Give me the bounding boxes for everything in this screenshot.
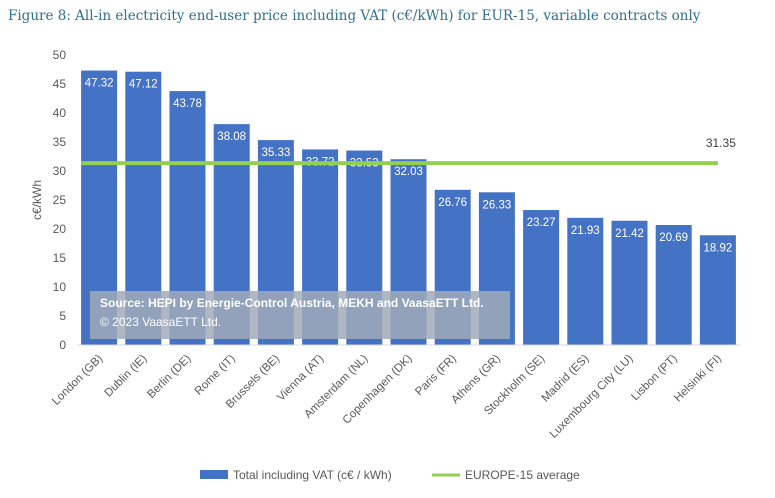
- y-tick-label: 20: [53, 222, 67, 236]
- x-tick-label: Dublin (IE): [103, 353, 150, 400]
- bar-value-label: 21.93: [571, 225, 600, 237]
- legend-line-label: EUROPE-15 average: [465, 468, 580, 482]
- y-tick-label: 5: [59, 309, 66, 323]
- y-axis-label: c€/kWh: [30, 180, 44, 220]
- bar-value-label: 21.42: [615, 228, 644, 240]
- bar: [699, 235, 736, 345]
- bar-value-label: 32.03: [394, 166, 423, 178]
- bar: [655, 224, 692, 345]
- x-tick-label: Berlin (DE): [145, 353, 193, 401]
- copyright-text: © 2023 VaasaETT Ltd.: [100, 315, 222, 329]
- y-axis-ticks: 0 5 10 15 20 25 30 35 40 45 50: [53, 48, 67, 352]
- bar-value-label: 18.92: [704, 242, 733, 254]
- y-tick-label: 0: [59, 338, 66, 352]
- y-tick-label: 45: [53, 77, 67, 91]
- source-text: Source: HEPI by Energie-Control Austria,…: [100, 296, 484, 310]
- x-axis-categories: London (GB)Dublin (IE)Berlin (DE) Rome (I…: [50, 353, 724, 441]
- figure-title: Figure 8: All-in electricity end-user pr…: [8, 8, 701, 24]
- y-tick-label: 30: [53, 164, 67, 178]
- bar-value-label: 35.33: [262, 147, 291, 159]
- x-tick-label: Helsinki (FI): [672, 353, 724, 405]
- y-tick-label: 35: [53, 135, 67, 149]
- bar: [567, 217, 604, 345]
- bar-value-label: 38.08: [217, 131, 246, 143]
- y-tick-label: 40: [53, 106, 67, 120]
- average-value-label: 31.35: [706, 136, 736, 150]
- bar-value-label: 26.33: [483, 199, 512, 211]
- bar-value-label: 43.78: [173, 98, 202, 110]
- bar-value-label: 23.27: [527, 217, 556, 229]
- bar-value-label: 47.12: [129, 79, 158, 91]
- x-tick-label: Rome (IT): [193, 353, 238, 398]
- y-tick-label: 10: [53, 280, 67, 294]
- legend-bar-swatch: [200, 470, 228, 479]
- legend: Total including VAT (c€ / kWh) EUROPE-15…: [200, 468, 580, 482]
- bar-value-label: 20.69: [659, 232, 688, 244]
- x-tick-label: London (GB): [50, 353, 105, 408]
- source-note: Source: HEPI by Energie-Control Austria,…: [90, 291, 510, 339]
- x-tick-label: Luxembourg City (LU): [548, 353, 636, 441]
- y-tick-label: 25: [53, 193, 67, 207]
- y-tick-label: 50: [53, 48, 67, 62]
- x-tick-label: Paris (FR): [413, 353, 459, 399]
- bar-value-label: 47.32: [85, 78, 114, 90]
- y-tick-label: 15: [53, 251, 67, 265]
- bar: [523, 210, 560, 345]
- bar: [611, 220, 648, 345]
- legend-bar-label: Total including VAT (c€ / kWh): [233, 468, 392, 482]
- bar-value-label: 26.76: [438, 197, 467, 209]
